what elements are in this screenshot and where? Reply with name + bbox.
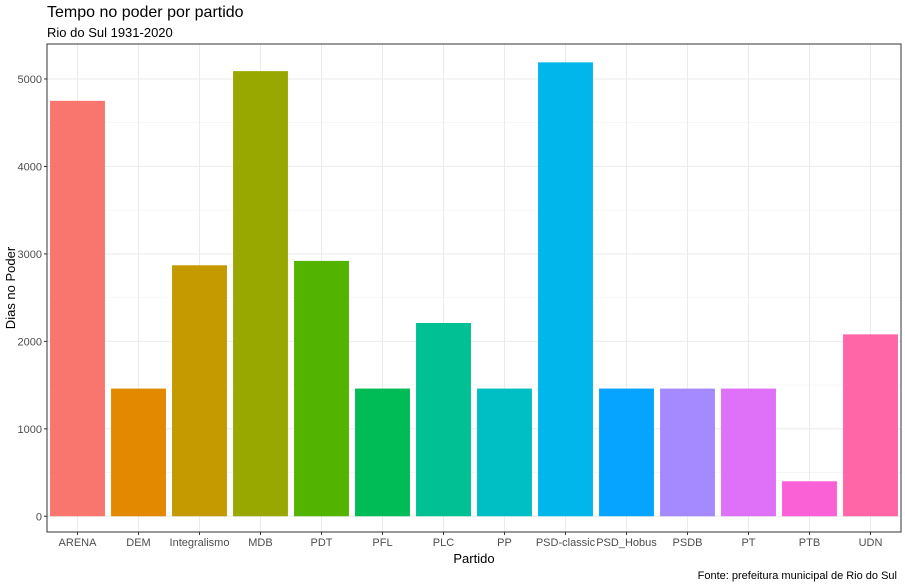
- bar-pdt: [294, 260, 349, 517]
- x-tick-label: DEM: [126, 537, 150, 549]
- x-tick-label: MDB: [248, 537, 272, 549]
- x-tick-label: PFL: [372, 537, 392, 549]
- bar-psd-classic: [538, 62, 593, 517]
- chart-subtitle: Rio do Sul 1931-2020: [47, 25, 173, 40]
- bars: [50, 62, 898, 517]
- bar-arena: [50, 100, 105, 517]
- y-tick-label: 4000: [18, 161, 42, 173]
- y-tick-label: 0: [36, 511, 42, 523]
- x-axis: ARENA DEM Integralismo MDB PDT PFL PLC PP PSD-cl…: [59, 532, 883, 549]
- bar-dem: [111, 388, 166, 517]
- bar-udn: [843, 334, 898, 517]
- x-tick-label: PSD_Hobus: [596, 537, 657, 549]
- x-tick-label: PLC: [433, 537, 454, 549]
- y-axis: 0 1000 2000 3000 4000 5000: [18, 74, 47, 523]
- x-tick-label: Integralismo: [170, 537, 230, 549]
- x-tick-label: PTB: [799, 537, 820, 549]
- y-axis-title: Dias no Poder: [3, 246, 18, 329]
- bar-pt: [721, 388, 776, 517]
- x-axis-title: Partido: [453, 551, 494, 566]
- bar-psdb: [660, 388, 715, 517]
- y-tick-label: 1000: [18, 424, 42, 436]
- bar-pfl: [355, 388, 410, 517]
- x-tick-label: PDT: [311, 537, 333, 549]
- bar-pp: [477, 388, 532, 517]
- bar-mdb: [233, 71, 288, 517]
- bar-plc: [416, 322, 471, 517]
- x-tick-label: PP: [497, 537, 512, 549]
- y-tick-label: 3000: [18, 249, 42, 261]
- x-tick-label: PT: [741, 537, 755, 549]
- bar-integralismo: [172, 265, 227, 517]
- x-tick-label: PSDB: [673, 537, 703, 549]
- y-tick-label: 5000: [18, 74, 42, 86]
- y-tick-label: 2000: [18, 336, 42, 348]
- x-tick-label: ARENA: [59, 537, 98, 549]
- x-tick-label: UDN: [859, 537, 883, 549]
- chart-caption: Fonte: prefeitura municipal de Rio do Su…: [698, 570, 897, 582]
- plot-panel: [46, 43, 902, 533]
- x-tick-label: PSD-classic: [536, 537, 596, 549]
- bar-ptb: [782, 481, 837, 517]
- chart-title: Tempo no poder por partido: [47, 4, 244, 21]
- bar-psd-hobus: [599, 388, 654, 517]
